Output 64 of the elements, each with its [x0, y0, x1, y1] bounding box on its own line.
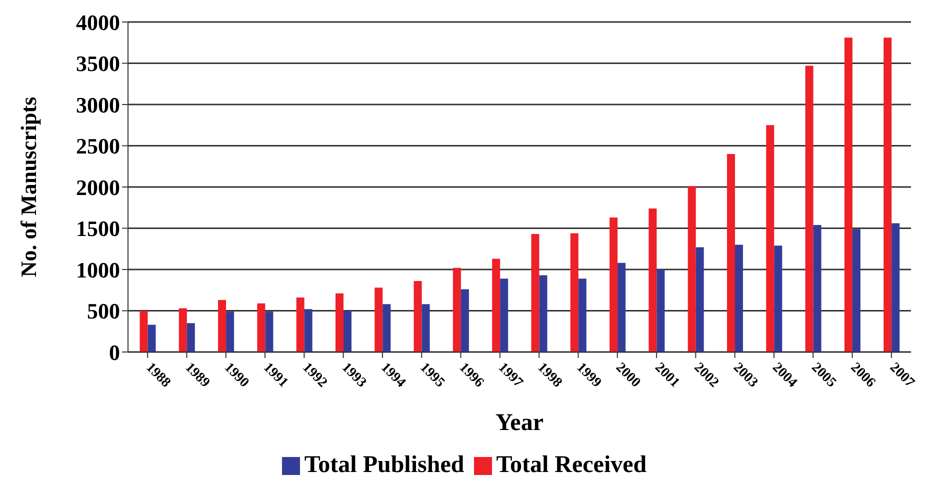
y-tick-label: 1500: [76, 216, 120, 242]
bar: [774, 246, 782, 352]
bar: [656, 270, 665, 352]
y-tick-label: 3500: [76, 51, 120, 76]
bar: [414, 281, 422, 352]
y-tick-label: 2500: [76, 134, 120, 159]
bar: [570, 233, 578, 352]
bar: [148, 324, 156, 352]
bar: [813, 224, 822, 352]
bar: [218, 300, 226, 352]
x-tick-label: 1998: [534, 360, 565, 391]
y-tick-label: 500: [87, 298, 120, 324]
x-tick-label: 1994: [378, 360, 408, 391]
x-tick-label: 1997: [495, 360, 526, 391]
bar: [492, 258, 500, 352]
bar: [226, 312, 234, 352]
legend-label: Total Published: [304, 452, 464, 478]
bar: [726, 154, 735, 352]
x-tick-label: 2007: [886, 360, 917, 391]
bar: [265, 312, 274, 352]
bar: [696, 247, 704, 352]
bar: [884, 38, 892, 352]
y-tick-label: 2000: [76, 174, 120, 200]
bar: [374, 288, 383, 352]
bar: [452, 268, 461, 352]
bar: [140, 310, 148, 352]
bar: [539, 275, 548, 352]
bar: [852, 229, 860, 352]
bar: [648, 208, 657, 352]
x-tick-label: 1989: [182, 360, 212, 391]
bar: [178, 308, 187, 352]
bar: [186, 323, 195, 352]
bar: [296, 298, 304, 352]
bar: [460, 289, 469, 352]
legend-label: Total Received: [496, 452, 647, 478]
x-tick-label: 1999: [573, 360, 604, 391]
y-tick-label: 3000: [76, 92, 120, 118]
bar: [618, 262, 626, 352]
x-tick-label: 1990: [221, 360, 252, 391]
bar: [304, 309, 312, 352]
bar: [610, 218, 618, 352]
bar: [500, 278, 508, 352]
bar: [382, 304, 391, 352]
y-tick-label: 1000: [76, 257, 120, 282]
bar: [688, 186, 696, 352]
bar: [892, 223, 900, 352]
x-tick-label: 1988: [142, 360, 174, 391]
bar: [578, 278, 586, 352]
y-axis-title: No. of Manuscripts: [16, 96, 41, 278]
bar: [343, 310, 352, 352]
x-axis-title: Year: [496, 410, 544, 436]
bar: [257, 303, 266, 352]
bar: [844, 38, 852, 352]
x-tick-label: 1996: [456, 360, 486, 391]
y-tick-label: 4000: [76, 10, 120, 35]
bar: [766, 125, 774, 352]
bar: [335, 293, 344, 352]
x-tick-label: 1993: [338, 360, 369, 391]
y-tick-label: 0: [109, 340, 120, 365]
bar: [422, 304, 430, 352]
x-tick-label: 1995: [416, 360, 448, 391]
bar: [734, 244, 743, 352]
bar: [805, 66, 814, 352]
bar: [531, 234, 540, 352]
